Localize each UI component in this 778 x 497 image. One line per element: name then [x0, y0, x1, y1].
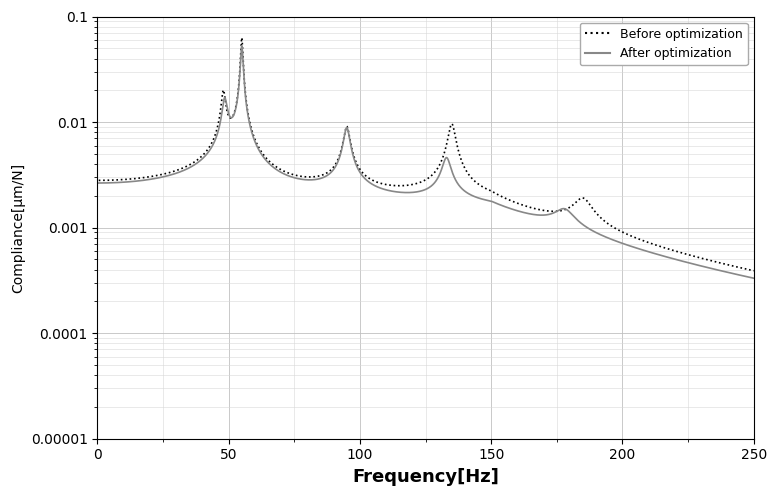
After optimization	[237, 43, 247, 49]
Legend: Before optimization, After optimization: Before optimization, After optimization	[580, 23, 748, 65]
After optimization	[121, 179, 131, 185]
Before optimization	[94, 177, 103, 183]
Before optimization	[121, 176, 131, 182]
Line: Before optimization: Before optimization	[99, 38, 754, 271]
Before optimization	[714, 259, 724, 265]
X-axis label: Frequency[Hz]: Frequency[Hz]	[352, 468, 499, 486]
After optimization	[415, 188, 424, 194]
Before optimization	[133, 175, 142, 181]
Before optimization	[97, 177, 107, 183]
After optimization	[714, 267, 724, 273]
Before optimization	[415, 180, 424, 186]
Y-axis label: Compliance[μm/N]: Compliance[μm/N]	[11, 163, 25, 293]
Line: After optimization: After optimization	[99, 46, 754, 278]
Before optimization	[237, 35, 247, 41]
Before optimization	[223, 108, 232, 114]
Before optimization	[749, 268, 759, 274]
After optimization	[223, 104, 232, 110]
After optimization	[97, 180, 107, 186]
After optimization	[133, 178, 142, 184]
After optimization	[749, 275, 759, 281]
After optimization	[94, 180, 103, 186]
